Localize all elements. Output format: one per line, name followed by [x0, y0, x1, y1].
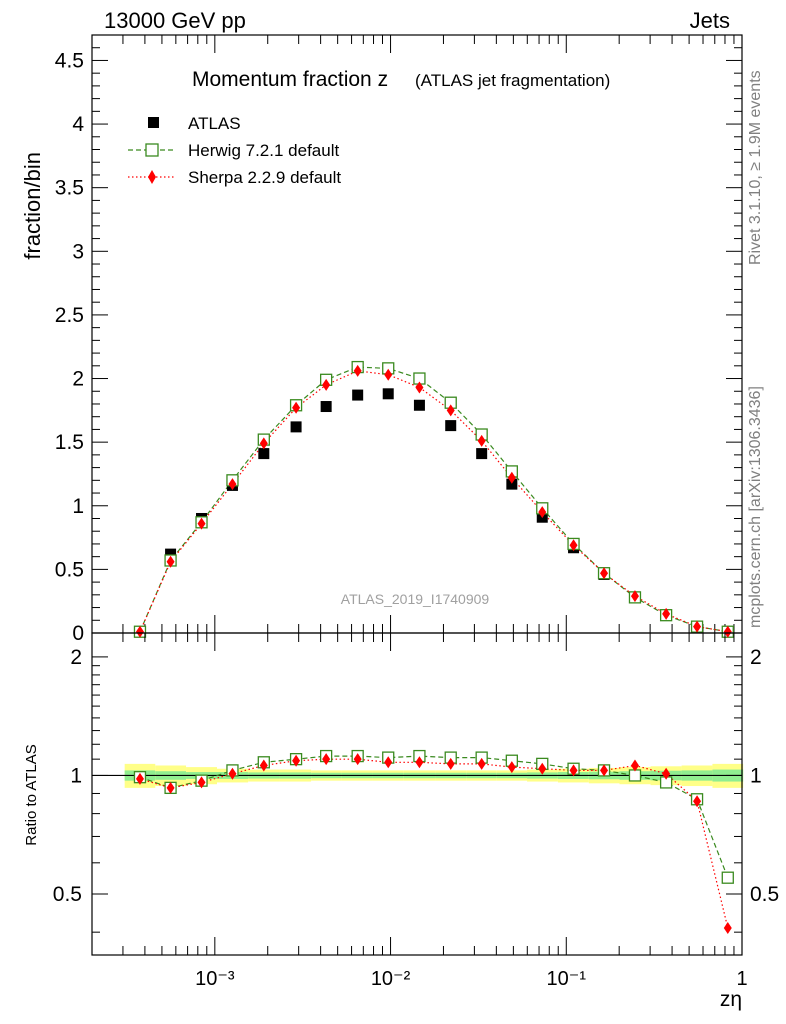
atlas-point [352, 389, 364, 401]
sherpa-point [600, 567, 609, 580]
header-right: Jets [690, 8, 730, 33]
ratio-sherpa-point [197, 776, 206, 789]
ratio-y-tick-label-right: 1 [750, 764, 762, 787]
atlas-point [445, 420, 457, 432]
ratio-sherpa-point [322, 753, 331, 766]
legend-entry-herwig: Herwig 7.2.1 default [128, 141, 339, 160]
y-tick-label: 4 [72, 113, 84, 136]
x-axis-label: zη [720, 988, 742, 1011]
sherpa-point [477, 434, 486, 447]
ratio-sherpa-point [507, 761, 516, 774]
sherpa-point [228, 478, 237, 491]
legend-label-herwig: Herwig 7.2.1 default [188, 141, 339, 160]
ratio-sherpa-point [353, 753, 362, 766]
atlas-point [413, 399, 425, 411]
sherpa-point [166, 555, 175, 568]
sherpa-point [662, 607, 671, 620]
ratio-sherpa-point [630, 759, 639, 772]
mcplots-label: mcplots.cern.ch [arXiv:1306.3436] [747, 386, 764, 628]
y-tick-label: 4.5 [55, 49, 84, 72]
sherpa-point [292, 401, 301, 414]
atlas-point [320, 401, 332, 413]
legend-marker-atlas [148, 117, 159, 128]
y-tick-label: 1.5 [55, 431, 84, 454]
sherpa-point [259, 437, 268, 450]
ratio-sherpa-point [228, 767, 237, 780]
sherpa-point [353, 364, 362, 377]
ratio-sherpa-point [662, 767, 671, 780]
ratio-sherpa-point [600, 764, 609, 777]
ratio-sherpa-point [477, 757, 486, 770]
sherpa-point [569, 539, 578, 552]
y-tick-label: 2.5 [55, 304, 84, 327]
y-axis-label-ratio: Ratio to ATLAS [23, 744, 40, 845]
sherpa-point [446, 404, 455, 417]
sherpa-point [630, 590, 639, 603]
atlas-point [258, 448, 270, 460]
ratio-sherpa-line [139, 758, 729, 929]
ratio-sherpa-point [538, 762, 547, 775]
atlas-point [476, 448, 488, 460]
ratio-sherpa-point [384, 756, 393, 769]
y-tick-label: 3 [72, 240, 84, 263]
legend: ATLAS Herwig 7.2.1 default Sherpa 2.2.9 … [128, 114, 341, 187]
x-tick-label: 1 [736, 968, 747, 990]
ratio-y-tick-label-right: 0.5 [750, 883, 779, 906]
ratio-herwig-point [628, 769, 642, 782]
ratio-sherpa-point [723, 921, 732, 934]
atlas-point [382, 388, 394, 400]
y-tick-label: 2 [72, 368, 84, 391]
sherpa-point [135, 625, 144, 638]
main-panel: Momentum fraction z (ATLAS jet fragmenta… [20, 34, 743, 645]
ratio-sherpa-point [446, 757, 455, 770]
sherpa-point [693, 620, 702, 633]
ratio-y-tick-label: 1 [70, 764, 82, 787]
sherpa-point [197, 517, 206, 530]
ratio-y-tick-label-right: 2 [750, 646, 762, 669]
legend-label-atlas: ATLAS [188, 114, 241, 133]
y-axis-label-main: fraction/bin [20, 152, 45, 260]
chart-title-main: Momentum fraction z [192, 68, 388, 91]
sherpa-point [415, 381, 424, 394]
sherpa-point [723, 625, 732, 638]
ratio-sherpa-point [693, 795, 702, 808]
ratio-sherpa-point [259, 759, 268, 772]
ratio-sherpa-point [569, 764, 578, 777]
ratio-panel: Ratio to ATLAS 0.5 0.5 1 1 2 2 10⁻³ 10⁻² 10⁻¹ 1 z… [23, 633, 779, 1011]
ratio-herwig-point [721, 871, 734, 884]
analysis-label: ATLAS_2019_I1740909 [341, 591, 490, 607]
x-tick-label: 10⁻² [371, 968, 411, 990]
y-tick-label: 1 [72, 495, 84, 518]
sherpa-point [322, 378, 331, 391]
legend-marker-herwig [145, 143, 159, 157]
ratio-sherpa-point [415, 756, 424, 769]
sherpa-point [384, 368, 393, 381]
chart-title-sub: (ATLAS jet fragmentation) [415, 71, 610, 90]
y-tick-label: 0 [72, 622, 84, 645]
legend-marker-sherpa [148, 170, 156, 184]
ratio-y-tick-label: 2 [70, 646, 82, 669]
legend-label-sherpa: Sherpa 2.2.9 default [188, 168, 341, 187]
atlas-point [290, 421, 302, 433]
legend-entry-atlas: ATLAS [148, 114, 241, 133]
x-tick-label: 10⁻¹ [547, 968, 587, 990]
sherpa-point [507, 471, 516, 484]
ratio-y-tick-label: 0.5 [53, 883, 82, 906]
legend-entry-sherpa: Sherpa 2.2.9 default [128, 168, 341, 187]
ratio-sherpa-point [166, 781, 175, 794]
sherpa-point [538, 506, 547, 519]
ratio-frame [91, 632, 743, 956]
ratio-sherpa-point [292, 754, 301, 767]
ratio-sherpa-point [135, 772, 144, 785]
atlas-point [165, 548, 177, 560]
header-left: 13000 GeV pp [104, 8, 246, 33]
x-tick-label: 10⁻³ [195, 968, 235, 990]
rivet-label: Rivet 3.1.10, ≥ 1.9M events [747, 70, 764, 265]
y-tick-label: 3.5 [55, 177, 84, 200]
y-tick-label: 0.5 [55, 558, 84, 581]
atlas-point [506, 478, 518, 490]
